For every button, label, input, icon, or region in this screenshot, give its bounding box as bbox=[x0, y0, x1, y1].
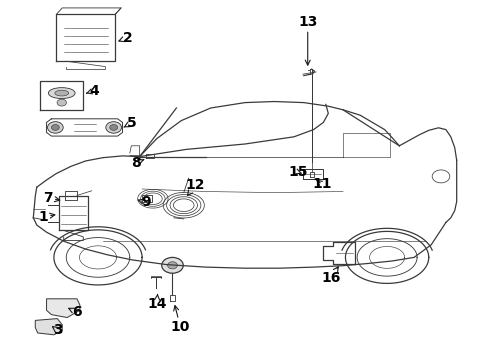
Polygon shape bbox=[47, 299, 80, 318]
Circle shape bbox=[48, 122, 63, 133]
Text: 7: 7 bbox=[43, 191, 60, 205]
Circle shape bbox=[168, 262, 177, 269]
Text: 14: 14 bbox=[147, 294, 167, 311]
Circle shape bbox=[162, 257, 183, 273]
Polygon shape bbox=[35, 319, 62, 335]
Text: 11: 11 bbox=[313, 177, 332, 191]
Text: 3: 3 bbox=[52, 324, 63, 337]
Text: 9: 9 bbox=[138, 195, 151, 209]
Text: 6: 6 bbox=[69, 306, 82, 319]
Circle shape bbox=[110, 125, 118, 130]
Ellipse shape bbox=[55, 90, 69, 96]
Text: 8: 8 bbox=[131, 156, 144, 170]
Text: 2: 2 bbox=[119, 31, 132, 45]
Text: 12: 12 bbox=[185, 179, 205, 195]
Ellipse shape bbox=[49, 87, 75, 99]
Circle shape bbox=[51, 125, 59, 130]
Text: 15: 15 bbox=[288, 165, 308, 179]
Circle shape bbox=[106, 122, 122, 133]
Text: 5: 5 bbox=[124, 116, 136, 130]
Text: 10: 10 bbox=[171, 306, 190, 334]
Text: 16: 16 bbox=[321, 267, 341, 285]
Text: 13: 13 bbox=[298, 15, 318, 65]
Text: 4: 4 bbox=[86, 84, 99, 98]
Circle shape bbox=[57, 99, 67, 106]
Text: 1: 1 bbox=[38, 210, 55, 224]
